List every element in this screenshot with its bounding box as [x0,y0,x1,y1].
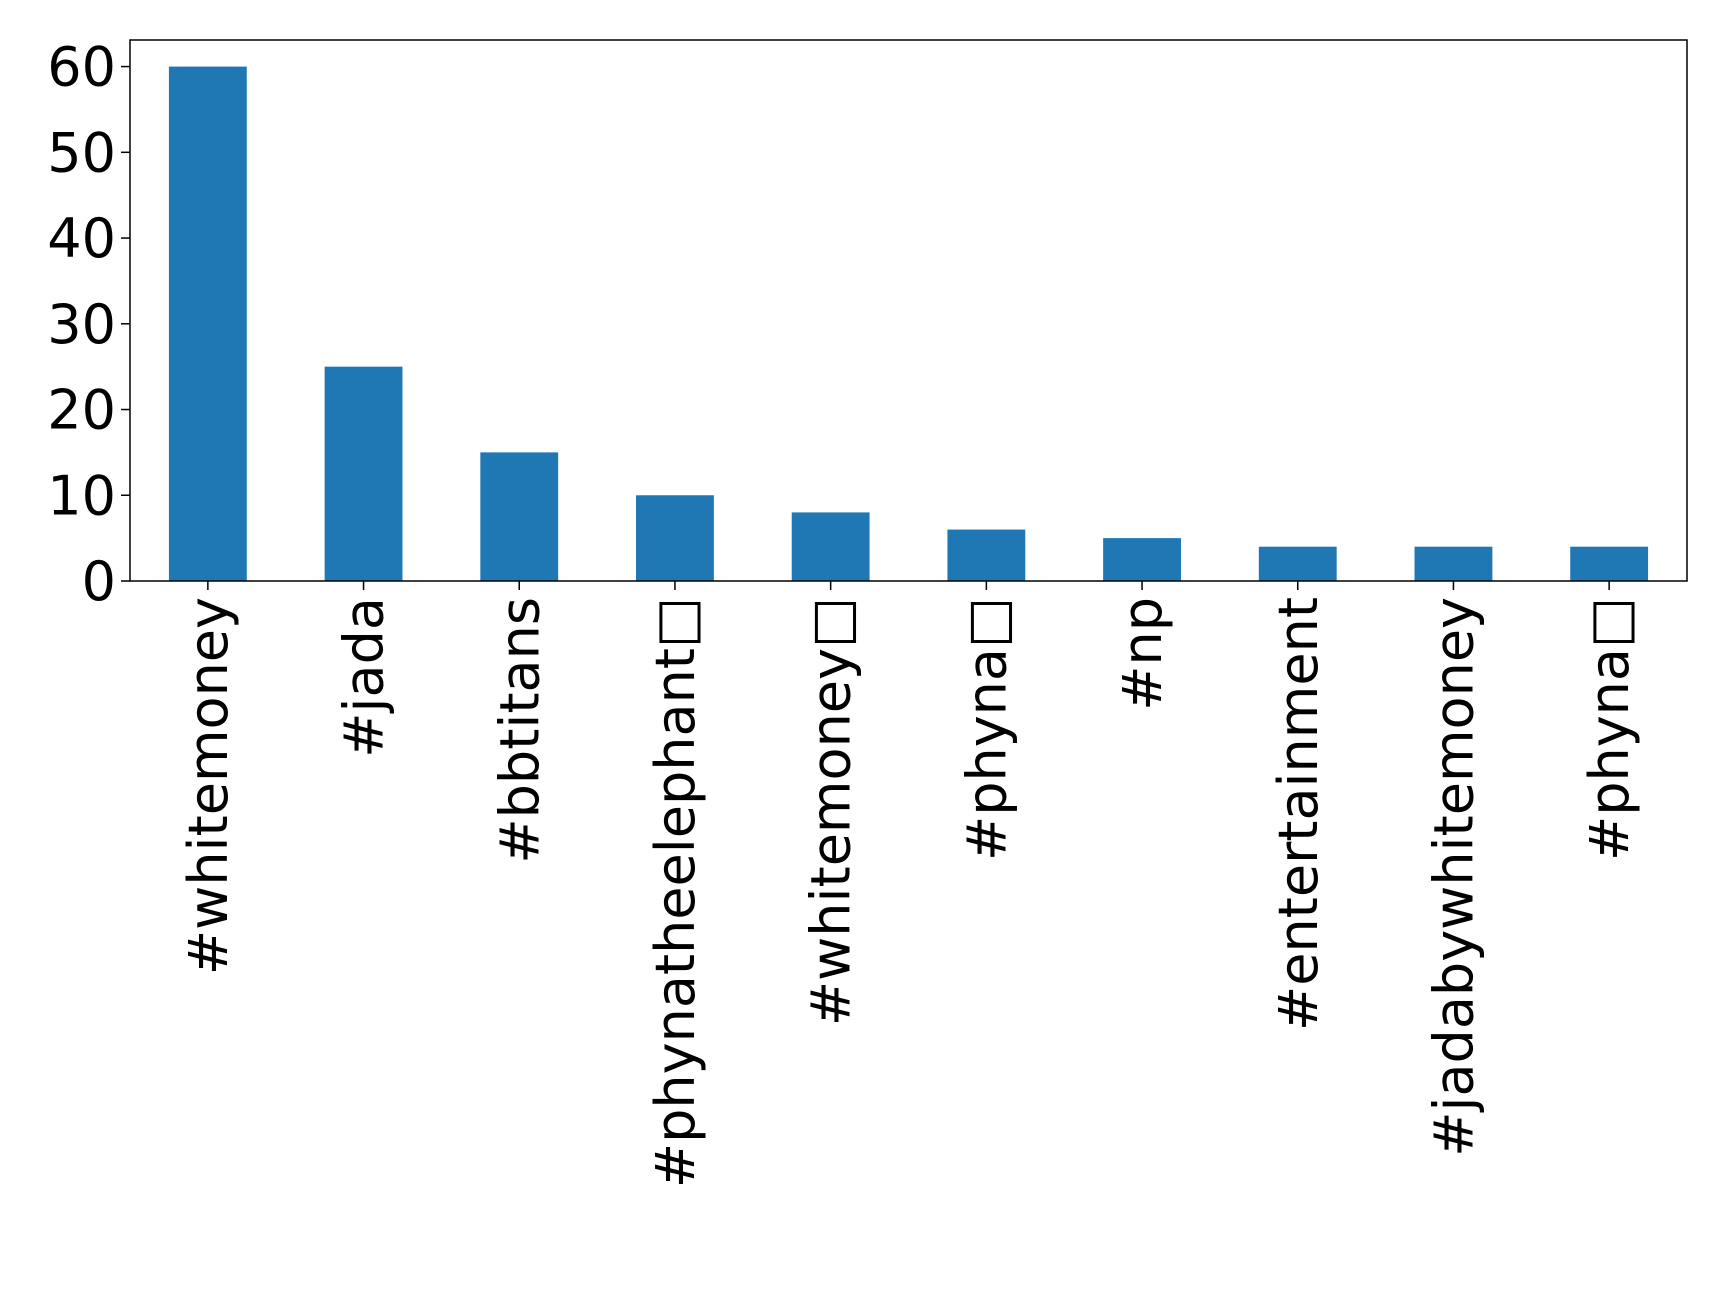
bar [636,495,714,581]
x-tick-label: #np [1111,597,1174,711]
x-tick-label: #phyna□ [1578,597,1641,861]
bar [1570,546,1649,581]
y-tick-label: 20 [47,379,116,442]
x-tick-label: #phyna□ [955,597,1018,861]
x-tick-label: #entertainment [1267,597,1330,1031]
bar [480,452,559,581]
y-tick-label: 60 [47,36,116,99]
x-tick-label: #whitemoney [177,597,240,975]
y-tick-label: 10 [47,464,116,527]
bar [1414,546,1493,581]
x-tick-label: #whitemoney□ [800,597,863,1026]
bar [324,366,403,581]
y-tick-label: 30 [47,293,116,356]
x-tick-label: #jadabywhitemoney [1422,597,1485,1157]
bar [947,529,1026,581]
axes-frame [129,39,1688,582]
y-tick-label: 50 [47,121,116,184]
x-tick-label: #bbtitans [488,597,551,864]
bar [1103,538,1181,581]
bar [168,66,247,582]
bar [1258,546,1337,581]
x-tick-label: #jada [333,597,396,758]
x-tick-label: #phynatheelephant□ [644,597,707,1188]
bar [791,512,870,581]
y-tick-label: 0 [82,550,116,613]
y-tick-label: 40 [47,207,116,270]
